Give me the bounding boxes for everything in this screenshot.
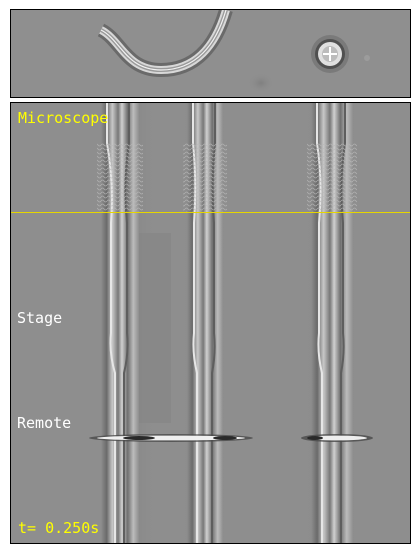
flash-streak <box>89 434 373 442</box>
tube-column-2 <box>183 103 227 543</box>
kymograph-image <box>11 103 410 543</box>
tube-column-1 <box>97 103 143 543</box>
stage-label: Stage <box>17 309 63 327</box>
tube-column-3 <box>307 103 357 543</box>
microscope-label: Microscope <box>18 109 109 127</box>
threshold-line <box>11 212 410 213</box>
remote-label: Remote <box>17 414 72 432</box>
time-readout: t= 0.250s <box>18 519 100 537</box>
top-view-image <box>11 10 410 97</box>
top-camera-view <box>10 9 411 98</box>
main-kymograph-view <box>10 102 411 544</box>
